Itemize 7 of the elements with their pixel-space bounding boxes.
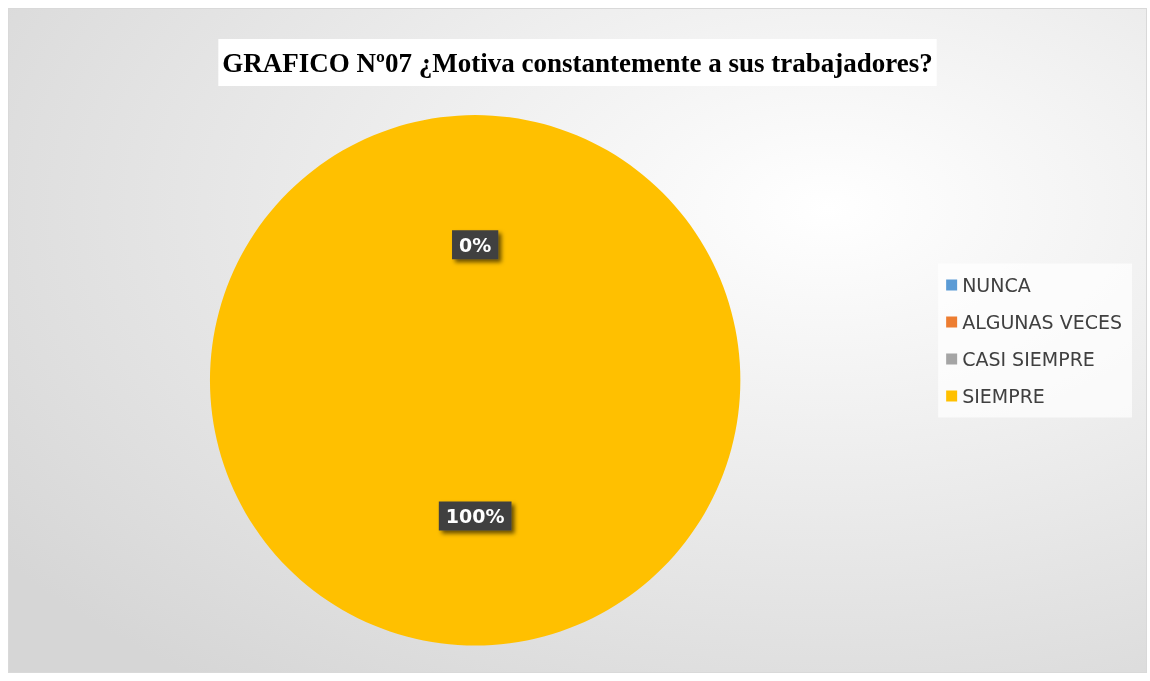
- text: 0%: [459, 233, 492, 256]
- legend-label: ALGUNAS VECES: [962, 311, 1122, 333]
- legend-label: CASI SIEMPRE: [962, 348, 1095, 370]
- chart-title: GRAFICO Nº07 ¿Motiva constantemente a sus trabajadores?: [222, 47, 933, 78]
- legend-label: SIEMPRE: [962, 385, 1045, 407]
- data-label: 100%: [445, 504, 505, 527]
- legend-label: NUNCA: [962, 274, 1031, 296]
